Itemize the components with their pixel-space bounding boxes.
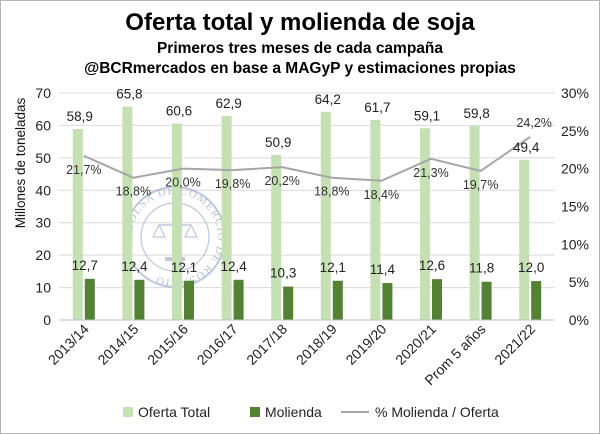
bar-oferta-total <box>320 111 331 321</box>
y2-tick-label: 0% <box>569 312 589 328</box>
bar-molienda <box>84 278 95 320</box>
label-pct-molienda-oferta: 21,3% <box>413 166 448 180</box>
x-tick-label: 2015/16 <box>144 321 191 368</box>
label-molienda: 12,4 <box>121 259 148 274</box>
bar-molienda <box>332 280 343 320</box>
bar-molienda <box>184 280 194 320</box>
bar-molienda <box>432 279 442 320</box>
y-tick-label: 60 <box>35 117 51 133</box>
label-molienda: 10,3 <box>270 266 296 281</box>
label-oferta-total: 50,9 <box>265 135 291 150</box>
label-molienda: 12,4 <box>220 259 247 274</box>
label-molienda: 12,1 <box>320 260 346 275</box>
bar-molienda <box>134 279 145 320</box>
label-pct-molienda-oferta: 20,2% <box>264 174 299 188</box>
label-oferta-total: 58,9 <box>67 109 93 124</box>
label-oferta-total: 49,4 <box>513 140 540 155</box>
y-tick-label: 70 <box>35 85 51 101</box>
bars <box>72 106 542 321</box>
y2-tick-label: 25% <box>561 123 589 139</box>
chart-title: Oferta total y molienda de soja <box>125 9 475 36</box>
legend-oferta-total-label: Oferta Total <box>138 404 210 420</box>
y2-tick-label: 15% <box>561 199 589 215</box>
y-axis-label: Millones de toneladas <box>13 97 28 228</box>
label-pct-molienda-oferta: 20,0% <box>165 176 200 190</box>
y2-tick-label: 5% <box>569 274 589 290</box>
y2-tick-label: 30% <box>561 85 589 101</box>
label-oferta-total: 64,2 <box>315 92 341 107</box>
label-oferta-total: 65,8 <box>116 87 142 102</box>
y-tick-label: 10 <box>35 280 51 296</box>
label-pct-molienda-oferta: 19,7% <box>463 178 498 192</box>
x-tick-label: 2013/14 <box>45 321 92 368</box>
y2-tick-label: 20% <box>561 161 589 177</box>
label-molienda: 12,0 <box>518 260 544 275</box>
x-tick-label: 2018/19 <box>293 321 340 368</box>
label-oferta-total: 61,7 <box>364 100 390 115</box>
x-tick-label: 2016/17 <box>194 321 241 368</box>
bar-oferta-total <box>221 116 232 320</box>
label-molienda: 12,6 <box>419 258 445 273</box>
bar-molienda <box>531 281 542 320</box>
x-tick-label: 2014/15 <box>94 321 141 368</box>
bar-oferta-total <box>370 119 381 320</box>
label-pct-molienda-oferta: 18,4% <box>364 188 399 202</box>
y-tick-label: 0 <box>43 312 51 328</box>
label-pct-molienda-oferta: 18,8% <box>116 185 151 199</box>
line-pct-molienda-oferta <box>83 136 531 182</box>
label-pct-molienda-oferta: 18,8% <box>314 185 349 199</box>
bar-molienda <box>233 279 244 320</box>
x-tick-label: 2021/22 <box>491 321 538 368</box>
ratio-line <box>83 136 531 182</box>
bar-oferta-total <box>420 128 430 320</box>
bar-oferta-total <box>72 128 83 320</box>
label-oferta-total: 59,8 <box>463 106 489 121</box>
x-tick-label: 2019/20 <box>342 321 389 368</box>
label-molienda: 11,4 <box>370 262 396 277</box>
chart-subtitle-1: Primeros tres meses de cada campaña <box>157 40 443 57</box>
legend-molienda-swatch <box>250 407 260 417</box>
legend-molienda-label: Molienda <box>265 404 322 420</box>
label-molienda: 12,1 <box>171 260 197 275</box>
label-pct-molienda-oferta: 21,7% <box>66 163 101 177</box>
y-tick-label: 50 <box>35 150 51 166</box>
bar-molienda <box>481 281 492 320</box>
label-oferta-total: 59,1 <box>414 108 440 123</box>
bar-oferta-total <box>519 159 530 320</box>
chart-subtitle-2: @BCRmercados en base a MAGyP y estimacio… <box>84 60 516 77</box>
legend-oferta-total-swatch <box>123 407 133 417</box>
axes: 0 10 20 30 40 50 60 70 0% 5% 10% 15% 20% 25% 30% 2013/1… <box>35 85 589 388</box>
legend: Oferta Total Molienda % Molienda / Oferta <box>123 404 499 420</box>
y-tick-label: 30 <box>35 215 51 231</box>
label-molienda: 12,7 <box>72 258 98 273</box>
y-tick-label: 20 <box>35 247 51 263</box>
bar-oferta-total <box>271 154 282 320</box>
x-tick-label: 2020/21 <box>392 321 439 368</box>
bar-oferta-total <box>469 126 480 320</box>
data-labels: 58,9 12,7 65,8 12,4 60,6 12,1 62,9 12,4 50,9 10,3… <box>66 87 552 281</box>
label-oferta-total: 60,6 <box>166 103 192 118</box>
bar-oferta-total <box>122 106 133 321</box>
y-tick-label: 40 <box>35 182 51 198</box>
x-tick-label: 2017/18 <box>243 321 290 368</box>
bar-oferta-total <box>172 123 182 321</box>
legend-pct-molienda-oferta-label: % Molienda / Oferta <box>375 404 499 420</box>
label-pct-molienda-oferta: 24,2% <box>516 116 551 130</box>
label-pct-molienda-oferta: 19,8% <box>215 177 250 191</box>
label-oferta-total: 62,9 <box>215 96 241 111</box>
bar-molienda <box>382 283 393 320</box>
bar-molienda <box>283 286 294 320</box>
y2-tick-label: 10% <box>561 236 589 252</box>
label-molienda: 11,8 <box>469 261 494 276</box>
